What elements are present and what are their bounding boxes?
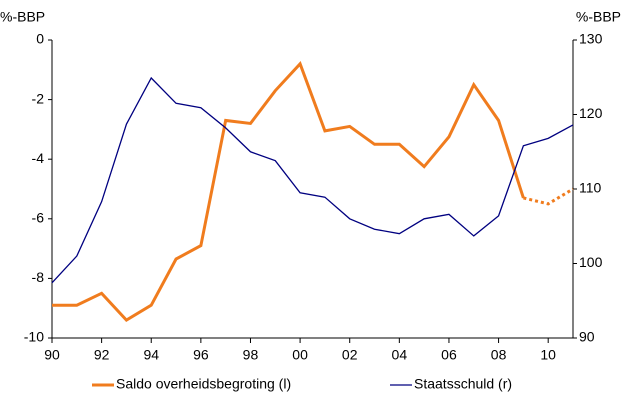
- y-tick-label: -10: [24, 329, 44, 345]
- legend-label: Staatsschuld (r): [414, 376, 512, 392]
- x-tick-label: 98: [243, 347, 259, 363]
- y-tick-label: -6: [32, 210, 45, 226]
- x-tick-label: 10: [540, 347, 556, 363]
- x-tick-label: 90: [44, 347, 60, 363]
- y2-axis-title: %-BBP: [576, 9, 621, 25]
- y2-tick-label: 130: [579, 31, 603, 47]
- y-axis-title: %-BBP: [0, 9, 45, 25]
- y-tick-label: -2: [32, 90, 45, 106]
- legend-label: Saldo overheidsbegroting (l): [116, 376, 291, 392]
- x-tick-label: 00: [292, 347, 308, 363]
- series-line: [52, 61, 525, 323]
- y2-tick-label: 90: [579, 329, 595, 345]
- y-tick-label: -4: [32, 150, 45, 166]
- y2-tick-label: 110: [579, 180, 602, 196]
- y-tick-label: -8: [32, 269, 45, 285]
- series-line-dotted: [523, 187, 574, 206]
- series-line: [51, 76, 574, 284]
- x-tick-label: 06: [441, 347, 457, 363]
- x-tick-label: 96: [193, 347, 209, 363]
- x-tick-label: 94: [143, 347, 159, 363]
- x-tick-label: 04: [392, 347, 408, 363]
- x-tick-label: 08: [491, 347, 507, 363]
- y2-tick-label: 100: [579, 254, 603, 270]
- x-tick-label: 02: [342, 347, 358, 363]
- x-tick-label: 92: [94, 347, 110, 363]
- y-tick-label: 0: [36, 31, 44, 47]
- y2-tick-label: 120: [579, 105, 603, 121]
